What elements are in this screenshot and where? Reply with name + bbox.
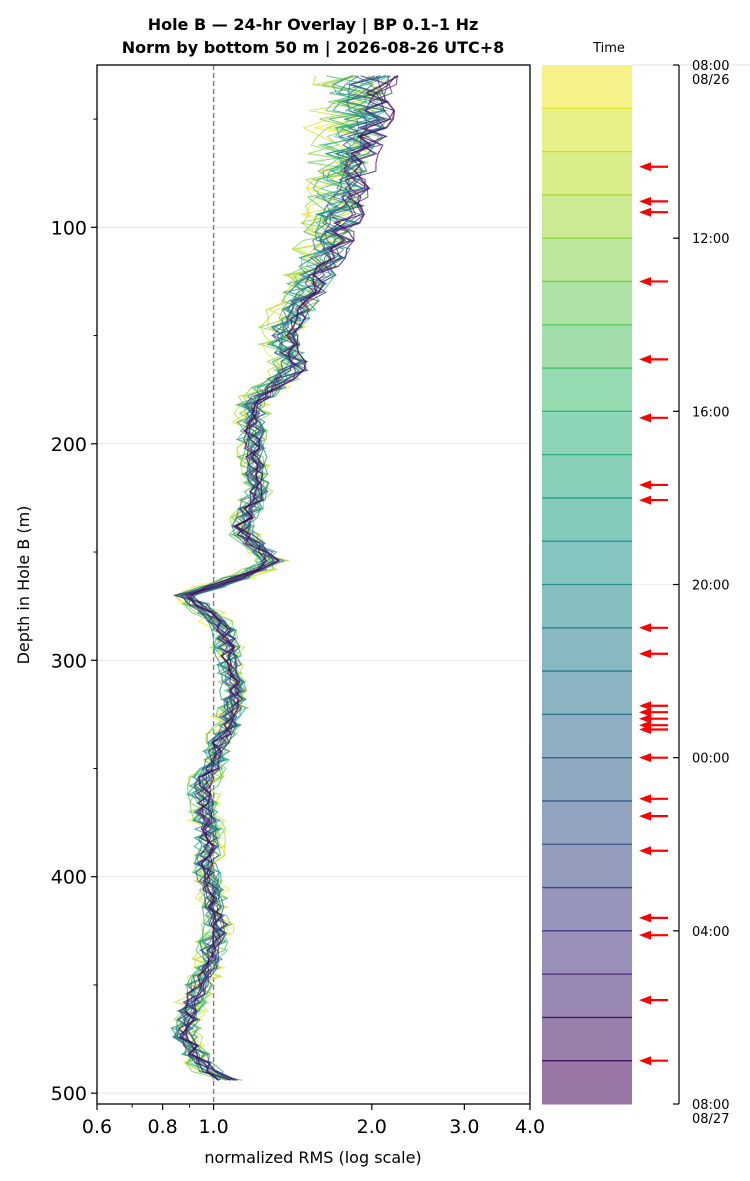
grid: [97, 226, 530, 1094]
event-arrows: [639, 162, 668, 1066]
colorbar-bin: [542, 714, 632, 759]
colorbar-bin: [542, 238, 632, 282]
x-axis-label: normalized RMS (log scale): [204, 1148, 421, 1167]
event-arrow-head: [639, 725, 651, 735]
time-tick-date: 08/27: [692, 1112, 729, 1127]
event-arrow-head: [639, 196, 651, 206]
time-tick-label: 12:00: [692, 232, 729, 247]
plot-frame: [96, 64, 531, 1105]
event-arrow-head: [639, 794, 651, 804]
colorbar-bin: [542, 1017, 632, 1062]
event-arrow-head: [639, 714, 651, 724]
colorbar-bin: [542, 757, 632, 802]
y-axis-label: Depth in Hole B (m): [14, 506, 33, 665]
colorbar-bin: [542, 497, 632, 542]
colorbar-bin: [542, 671, 632, 715]
colorbar-bin: [542, 368, 632, 412]
series-line: [173, 75, 388, 1081]
event-arrow-head: [639, 162, 651, 172]
x-tick-label: 0.8: [148, 1116, 178, 1138]
colorbar: 08:0008/2612:0016:0020:0000:0004:0008:00…: [542, 41, 750, 1127]
colorbar-bin: [542, 844, 632, 889]
colorbar-bin: [542, 411, 632, 456]
event-arrow-head: [639, 276, 651, 286]
time-tick-date: 08/26: [692, 73, 729, 88]
event-arrow-head: [639, 495, 651, 505]
colorbar-bins: [542, 64, 750, 1105]
event-arrow-head: [639, 707, 651, 717]
event-arrow-head: [639, 811, 651, 821]
colorbar-label: Time: [592, 41, 625, 56]
series-group: [169, 75, 399, 1081]
colorbar-bin: [542, 974, 632, 1018]
event-arrow-head: [639, 649, 651, 659]
colorbar-bin: [542, 108, 632, 153]
time-tick-label: 20:00: [692, 579, 729, 594]
time-axis-ticks: 08:0008/2612:0016:0020:0000:0004:0008:00…: [673, 59, 729, 1127]
y-tick-label: 200: [51, 434, 87, 456]
series-line: [185, 75, 396, 1081]
time-tick-label: 04:00: [692, 925, 729, 940]
time-tick-label: 16:00: [692, 405, 729, 420]
colorbar-bin: [542, 454, 632, 499]
series-line: [173, 75, 385, 1081]
event-arrow-head: [639, 354, 651, 364]
colorbar-bin: [542, 65, 632, 109]
chart-subtitle: Norm by bottom 50 m | 2026-08-26 UTC+8: [122, 38, 505, 58]
x-tick-label: 1.0: [198, 1116, 228, 1138]
event-arrow-head: [639, 413, 651, 423]
colorbar-bin: [542, 627, 632, 672]
event-arrow-head: [639, 701, 651, 711]
series-line: [171, 75, 389, 1081]
colorbar-bin: [542, 584, 632, 629]
colorbar-bin: [542, 1060, 632, 1105]
x-tick-label: 0.6: [82, 1116, 112, 1138]
colorbar-bin: [542, 800, 632, 845]
series-line: [178, 75, 399, 1081]
x-tick-label: 2.0: [357, 1116, 387, 1138]
series-line: [176, 75, 388, 1081]
series-line: [174, 75, 388, 1081]
x-tick-label: 3.0: [449, 1116, 479, 1138]
time-tick-label: 08:00: [692, 1098, 729, 1113]
event-arrow-head: [639, 995, 651, 1005]
event-arrow-head: [639, 846, 651, 856]
y-tick-label: 300: [51, 650, 87, 672]
time-tick-label: 08:00: [692, 59, 729, 74]
colorbar-bin: [542, 151, 632, 196]
colorbar-bin: [542, 930, 632, 975]
chart-title: Hole B — 24-hr Overlay | BP 0.1–1 Hz: [148, 15, 479, 35]
series-line: [175, 75, 387, 1081]
series-line: [173, 75, 386, 1081]
series-line: [173, 75, 386, 1081]
colorbar-bin: [542, 541, 632, 585]
event-arrow-head: [639, 480, 651, 490]
event-arrow-head: [639, 753, 651, 763]
x-axis-ticks: 0.6 0.8 1.0 2.0 3.0 4.0: [82, 1104, 545, 1138]
series-line: [172, 75, 390, 1081]
series-line: [176, 75, 384, 1081]
series-line: [169, 75, 391, 1081]
y-tick-label: 400: [51, 867, 87, 889]
series-line: [173, 75, 386, 1081]
y-tick-label: 100: [51, 217, 87, 239]
y-axis-ticks: 100 200 300 400 500: [51, 118, 97, 1105]
y-tick-label: 500: [51, 1083, 87, 1105]
x-tick-label: 4.0: [515, 1116, 545, 1138]
colorbar-bin: [542, 194, 632, 239]
colorbar-bin: [542, 887, 632, 932]
series-line: [170, 75, 388, 1081]
event-arrow-head: [639, 623, 651, 633]
event-arrow-head: [639, 913, 651, 923]
series-line: [173, 75, 391, 1081]
event-arrow-head: [639, 930, 651, 940]
plot-area: 0.6 0.8 1.0 2.0 3.0 4.0 100 200 300 400 500: [51, 64, 545, 1138]
colorbar-bin: [542, 324, 632, 369]
event-arrow-head: [639, 1056, 651, 1066]
time-tick-label: 00:00: [692, 752, 729, 767]
colorbar-bin: [542, 281, 632, 326]
event-arrow-head: [639, 207, 651, 217]
